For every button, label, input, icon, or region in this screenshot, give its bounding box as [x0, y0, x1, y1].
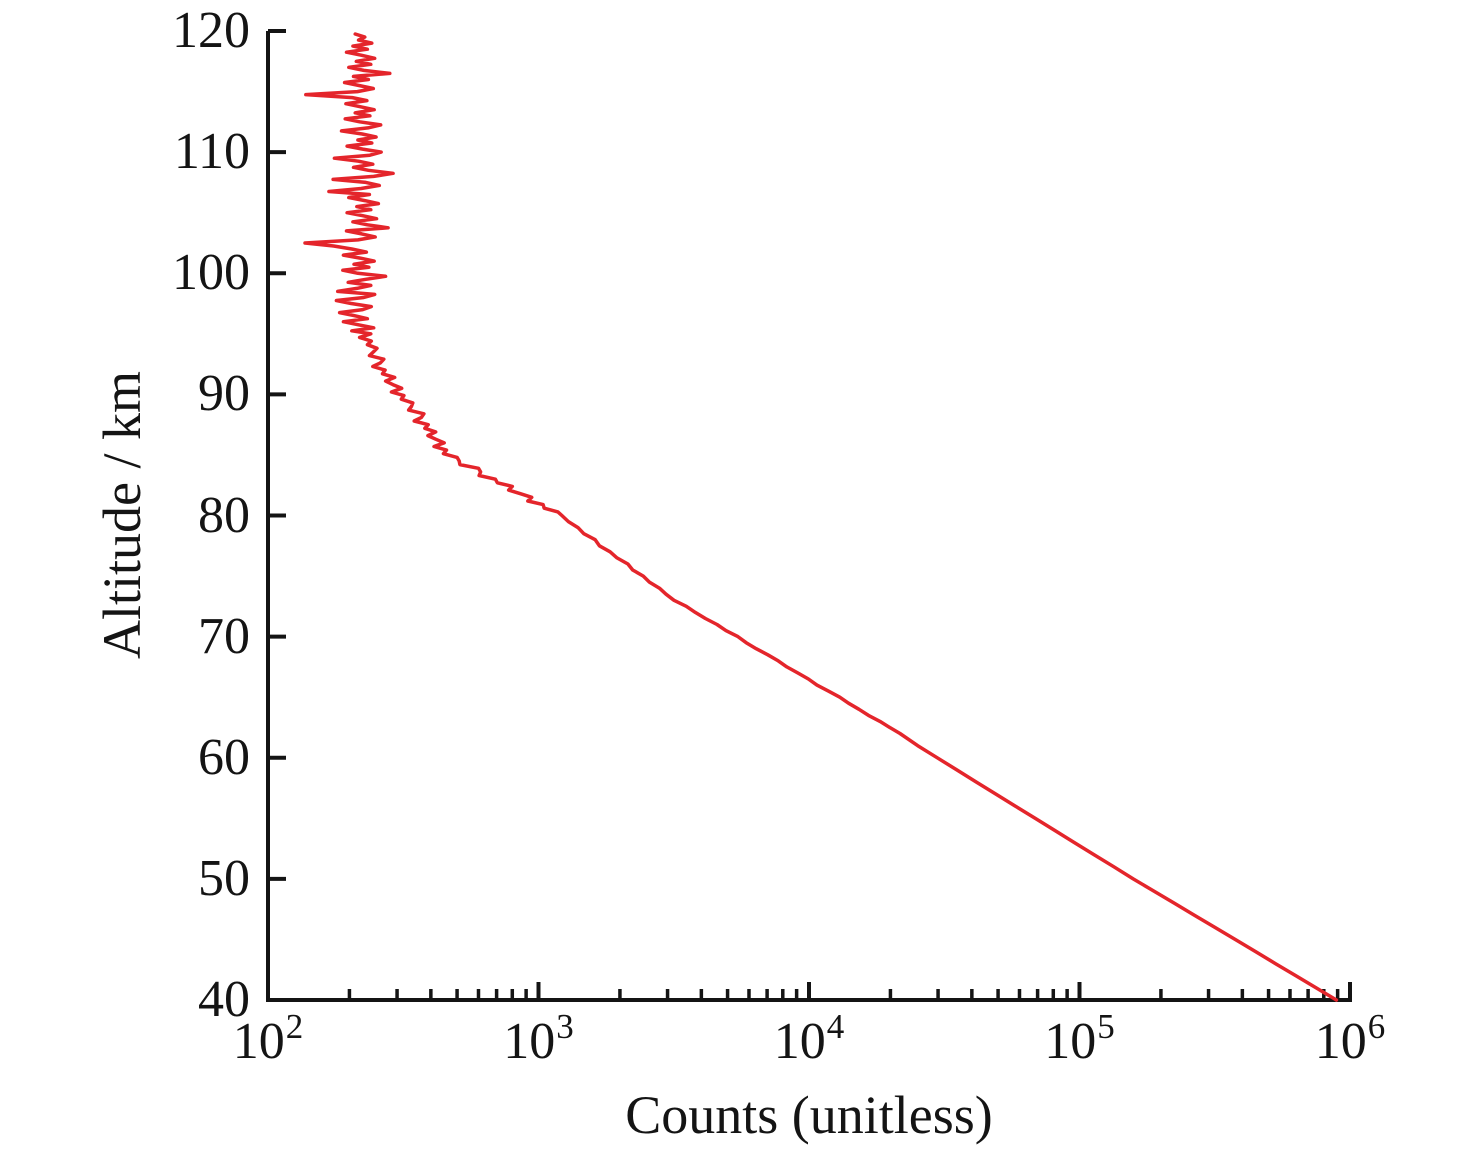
x-tick-label-exponent: 4: [826, 1007, 845, 1046]
x-tick-label-exponent: 6: [1367, 1007, 1386, 1046]
x-tick-label: 104: [773, 1009, 845, 1070]
x-tick-label-base: 10: [773, 1013, 826, 1070]
x-tick-label-base: 10: [1044, 1013, 1097, 1070]
axis-spines: [266, 31, 1352, 1002]
x-axis-label: Counts (unitless): [625, 1085, 993, 1145]
y-tick-label: 100: [172, 244, 250, 302]
x-tick-label: 105: [1044, 1009, 1115, 1070]
y-axis-label: Altitude / km: [92, 371, 152, 659]
x-tick-label-base: 10: [232, 1013, 285, 1070]
x-tick-label: 102: [232, 1009, 304, 1070]
x-tick-label-exponent: 3: [556, 1007, 574, 1046]
x-tick-label: 103: [503, 1009, 574, 1070]
y-tick-label: 60: [198, 728, 250, 786]
y-tick-label: 120: [172, 2, 250, 59]
x-tick-label-base: 10: [503, 1013, 556, 1070]
x-tick-label-exponent: 5: [1097, 1007, 1115, 1046]
y-tick-label: 70: [198, 607, 250, 665]
y-tick-label: 50: [198, 849, 250, 907]
y-tick-label: 110: [173, 123, 250, 181]
y-tick-label: 80: [198, 486, 250, 544]
counts-profile-line: [303, 32, 1339, 1002]
y-tick-label: 40: [198, 971, 250, 1028]
x-tick-label-exponent: 2: [285, 1007, 304, 1046]
y-tick-label: 90: [198, 365, 250, 423]
x-tick-label: 106: [1314, 1009, 1386, 1070]
x-tick-label-base: 10: [1314, 1013, 1367, 1070]
